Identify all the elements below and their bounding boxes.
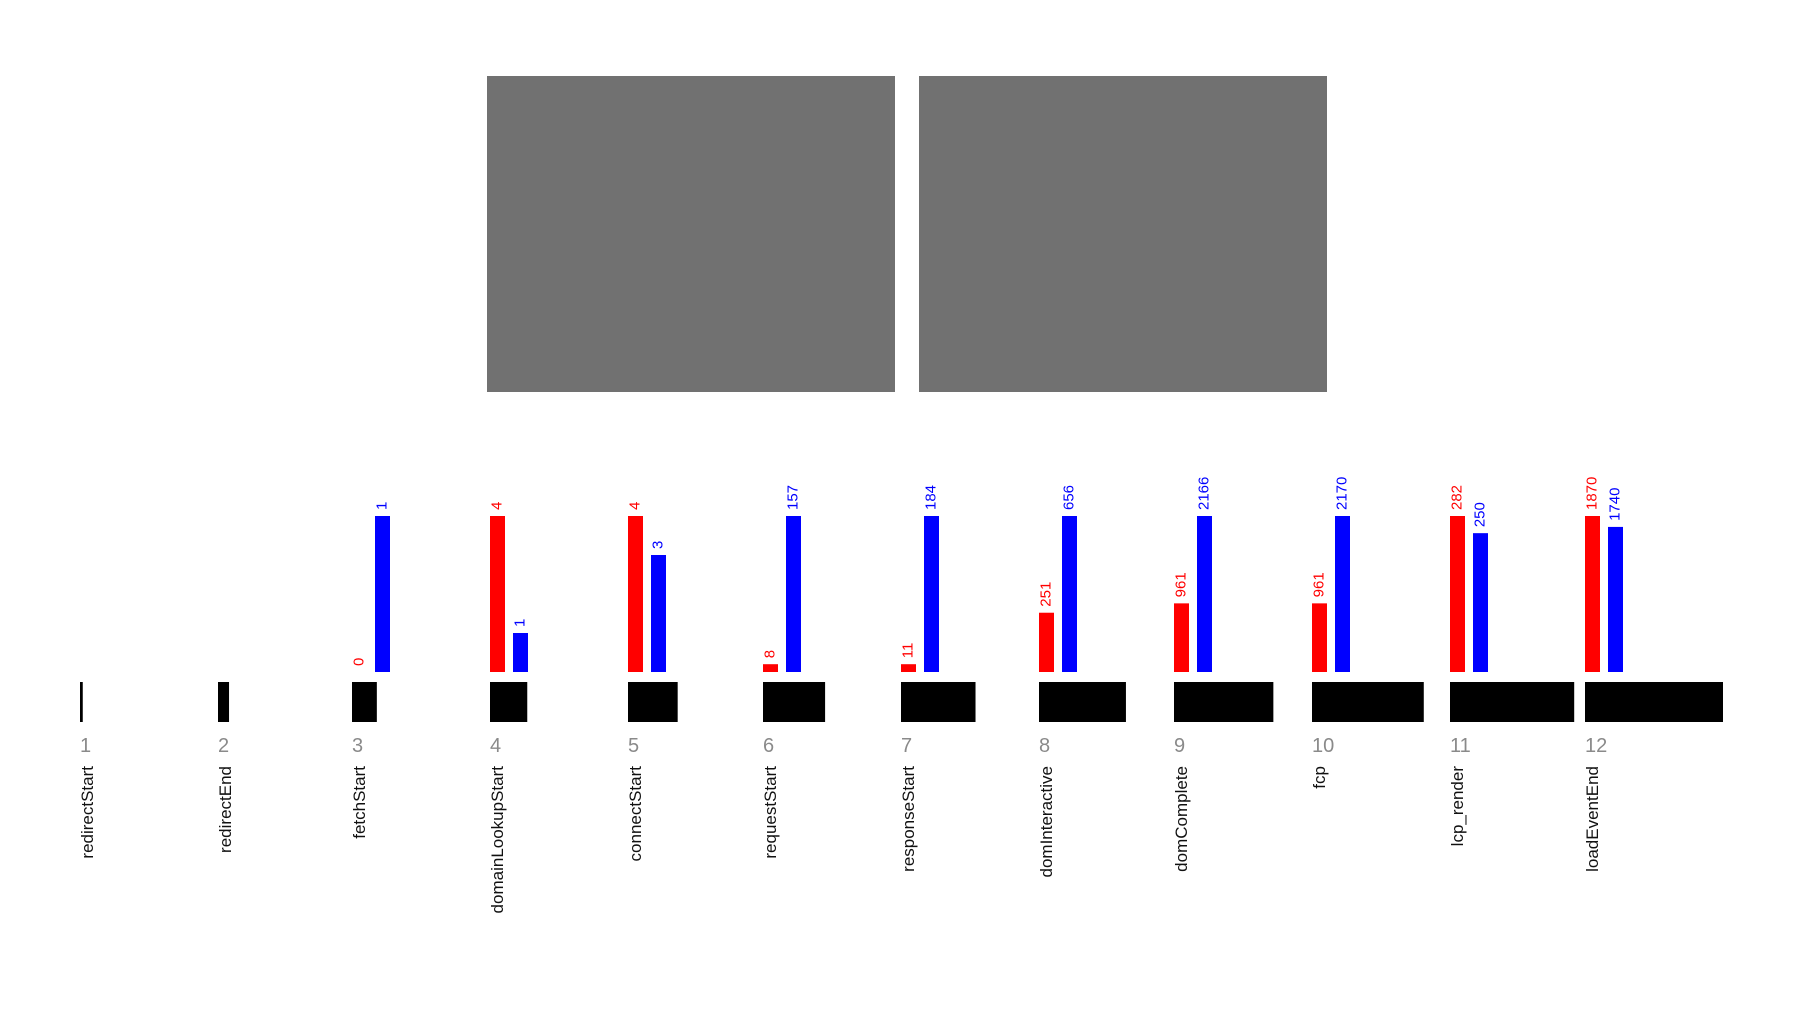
value-label-red-connectStart: 4 xyxy=(627,502,644,510)
group-loadEventEnd: 1870 1740 12 loadEventEnd xyxy=(1583,477,1723,872)
bar-blue-fetchStart xyxy=(375,516,390,672)
bar-blue-domainLookupStart xyxy=(513,633,528,672)
category-label-domInteractive: domInteractive xyxy=(1037,766,1056,878)
index-label-redirectEnd: 2 xyxy=(218,735,229,757)
group-domainLookupStart: 4 1 4 domainLookupStart xyxy=(488,502,529,914)
timeline-block-domInteractive xyxy=(1039,682,1126,722)
timeline-block-domComplete xyxy=(1174,682,1274,722)
timeline-block-requestStart xyxy=(763,682,826,722)
bar-red-domComplete xyxy=(1174,603,1189,672)
timeline-block-loadEventEnd xyxy=(1585,682,1723,722)
index-label-domComplete: 9 xyxy=(1174,735,1185,757)
category-label-domainLookupStart: domainLookupStart xyxy=(488,766,507,914)
value-label-blue-connectStart: 3 xyxy=(650,541,667,549)
group-lcp_render: 282 250 11 lcp_render xyxy=(1448,485,1575,847)
bar-red-connectStart xyxy=(628,516,643,672)
bar-blue-domInteractive xyxy=(1062,516,1077,672)
index-label-domainLookupStart: 4 xyxy=(490,735,501,757)
category-label-redirectStart: redirectStart xyxy=(78,766,97,859)
bar-blue-requestStart xyxy=(786,516,801,672)
group-fcp: 961 2170 10 fcp xyxy=(1310,477,1424,789)
group-responseStart: 11 184 7 responseStart xyxy=(899,485,976,872)
group-requestStart: 8 157 6 requestStart xyxy=(761,485,826,859)
category-label-lcp_render: lcp_render xyxy=(1448,766,1467,847)
value-label-red-domInteractive: 251 xyxy=(1038,582,1055,607)
image-placeholder-left xyxy=(487,76,895,392)
value-label-blue-domComplete: 2166 xyxy=(1196,477,1213,510)
timeline-block-fetchStart xyxy=(352,682,377,722)
value-label-blue-loadEventEnd: 1740 xyxy=(1607,488,1624,521)
index-label-domInteractive: 8 xyxy=(1039,735,1050,757)
timeline-block-lcp_render xyxy=(1450,682,1575,722)
group-redirectEnd: 2 redirectEnd xyxy=(216,682,235,853)
group-connectStart: 4 3 5 connectStart xyxy=(626,502,678,862)
value-label-blue-responseStart: 184 xyxy=(923,485,940,510)
value-label-red-loadEventEnd: 1870 xyxy=(1584,477,1601,510)
index-label-redirectStart: 1 xyxy=(80,735,91,757)
timeline-block-responseStart xyxy=(901,682,976,722)
timeline-block-connectStart xyxy=(628,682,678,722)
bar-blue-responseStart xyxy=(924,516,939,672)
bar-blue-loadEventEnd xyxy=(1608,526,1623,672)
value-label-blue-fetchStart: 1 xyxy=(374,502,391,510)
timeline-block-redirectStart xyxy=(80,682,83,722)
index-label-fcp: 10 xyxy=(1312,735,1334,757)
image-placeholder-right xyxy=(919,76,1327,392)
value-label-blue-fcp: 2170 xyxy=(1334,477,1351,510)
value-label-blue-domainLookupStart: 1 xyxy=(512,619,529,627)
bar-red-fcp xyxy=(1312,603,1327,672)
value-label-blue-lcp_render: 250 xyxy=(1472,502,1489,527)
category-label-requestStart: requestStart xyxy=(761,766,780,859)
bar-blue-lcp_render xyxy=(1473,533,1488,672)
timeline-block-domainLookupStart xyxy=(490,682,528,722)
timeline-block-redirectEnd xyxy=(218,682,230,722)
category-label-loadEventEnd: loadEventEnd xyxy=(1583,766,1602,872)
category-label-fetchStart: fetchStart xyxy=(350,766,369,839)
bar-red-domainLookupStart xyxy=(490,516,505,672)
value-label-red-responseStart: 11 xyxy=(900,643,917,659)
bar-blue-domComplete xyxy=(1197,516,1212,672)
index-label-fetchStart: 3 xyxy=(352,735,363,757)
category-label-domComplete: domComplete xyxy=(1172,766,1191,872)
group-domComplete: 961 2166 9 domComplete xyxy=(1172,477,1274,872)
category-label-responseStart: responseStart xyxy=(899,766,918,872)
value-label-blue-domInteractive: 656 xyxy=(1061,485,1078,510)
bar-red-loadEventEnd xyxy=(1585,516,1600,672)
category-label-connectStart: connectStart xyxy=(626,766,645,862)
bar-red-requestStart xyxy=(763,664,778,672)
value-label-red-fcp: 961 xyxy=(1311,572,1328,597)
value-label-blue-requestStart: 157 xyxy=(785,485,802,510)
bar-blue-fcp xyxy=(1335,516,1350,672)
index-label-requestStart: 6 xyxy=(763,735,774,757)
group-domInteractive: 251 656 8 domInteractive xyxy=(1037,485,1126,878)
value-label-red-lcp_render: 282 xyxy=(1449,485,1466,510)
timeline-block-fcp xyxy=(1312,682,1424,722)
bar-red-responseStart xyxy=(901,664,916,672)
category-label-fcp: fcp xyxy=(1310,766,1329,789)
index-label-loadEventEnd: 12 xyxy=(1585,735,1607,757)
value-label-red-fetchStart: 0 xyxy=(351,658,368,666)
value-label-red-requestStart: 8 xyxy=(762,650,779,658)
index-label-connectStart: 5 xyxy=(628,735,639,757)
bar-blue-connectStart xyxy=(651,555,666,672)
category-label-redirectEnd: redirectEnd xyxy=(216,766,235,853)
bar-red-lcp_render xyxy=(1450,516,1465,672)
group-redirectStart: 1 redirectStart xyxy=(78,682,97,859)
index-label-lcp_render: 11 xyxy=(1450,735,1471,757)
group-fetchStart: 0 1 3 fetchStart xyxy=(350,502,391,839)
index-label-responseStart: 7 xyxy=(901,735,912,757)
value-label-red-domainLookupStart: 4 xyxy=(489,502,506,510)
value-label-red-domComplete: 961 xyxy=(1173,572,1190,597)
bar-red-domInteractive xyxy=(1039,612,1054,672)
